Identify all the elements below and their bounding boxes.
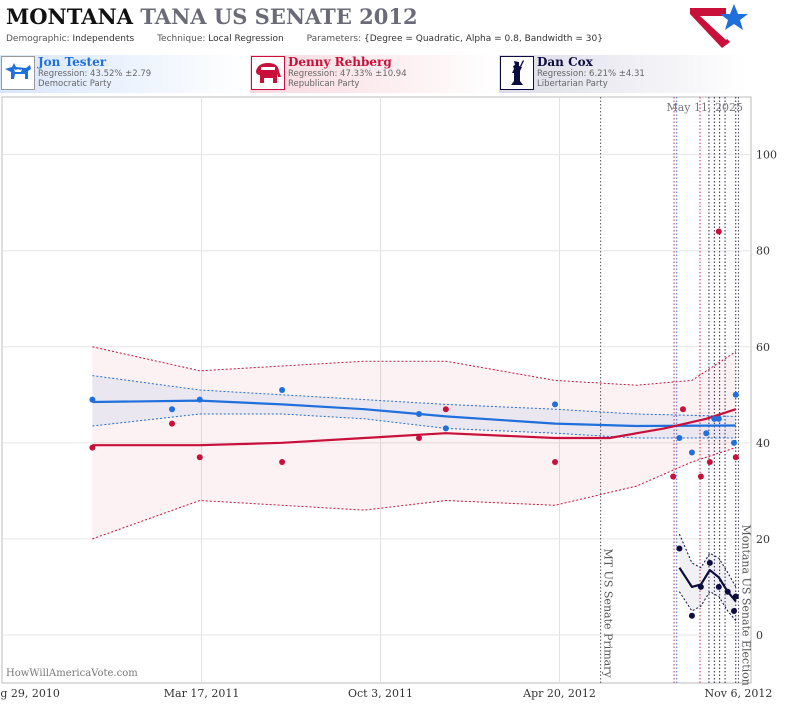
y-tick-label: 100 <box>756 149 777 162</box>
x-tick-label: Apr 20, 2012 <box>522 687 596 700</box>
confidence-upper-line <box>92 346 737 386</box>
watermark-text: HowWillAmericaVote.com <box>6 668 138 679</box>
candidate-name: Dan Cox <box>537 55 593 69</box>
poll-point <box>196 454 203 461</box>
title-race: TANA US SENATE 2012 <box>140 4 418 29</box>
poll-point <box>552 401 559 408</box>
poll-point <box>676 435 683 442</box>
confidence-band <box>679 534 736 621</box>
candidate-party: Libertarian Party <box>537 79 608 89</box>
poll-point <box>706 459 713 466</box>
candidate-regression: Regression: 43.52% ±2.79 <box>38 69 152 79</box>
chart-header: MONTANA TANA US SENATE 2012 <box>6 4 696 29</box>
event-label: MT US Senate Primary <box>602 549 615 679</box>
poll-point <box>89 396 96 403</box>
trend-line <box>92 399 736 428</box>
poll-point <box>416 411 423 418</box>
plot-area <box>1 96 752 684</box>
poll-point <box>730 439 737 446</box>
confidence-lower-line <box>678 591 737 621</box>
poll-point <box>169 420 176 427</box>
poll-point <box>688 612 695 619</box>
poll-point <box>703 430 710 437</box>
page-title: MONTANA TANA US SENATE 2012 <box>6 4 696 29</box>
trend-line <box>92 408 737 447</box>
confidence-band <box>92 346 736 539</box>
elephant-icon <box>251 56 285 90</box>
poll-point <box>89 444 96 451</box>
poll-point <box>670 473 677 480</box>
poll-point <box>732 454 739 461</box>
candidate-card-cox: Dan Cox Regression: 6.21% ±4.31 Libertar… <box>499 55 747 93</box>
poll-point <box>711 415 718 422</box>
star-flag-logo-icon <box>690 4 748 48</box>
event-label: Montana US Senate Election <box>739 524 752 685</box>
poll-point <box>732 391 739 398</box>
candidate-legend: Jon Tester Regression: 43.52% ±2.79 Demo… <box>0 55 789 95</box>
x-tick-label: Nov 6, 2012 <box>704 687 772 700</box>
candidate-card-rehberg: Denny Rehberg Regression: 47.33% ±10.94 … <box>250 55 498 93</box>
poll-point <box>732 593 739 600</box>
confidence-lower-line <box>92 447 736 540</box>
demographic-value: Independents <box>72 34 135 44</box>
poll-point <box>279 387 286 393</box>
poll-point <box>724 588 731 595</box>
chart-parameters: Demographic: Independents Technique: Loc… <box>6 34 623 44</box>
candidate-regression: Regression: 6.21% ±4.31 <box>537 69 645 79</box>
x-tick-label: Aug 29, 2010 <box>0 687 60 700</box>
poll-point <box>676 545 683 552</box>
candidate-party: Republican Party <box>288 79 360 89</box>
poll-point <box>715 583 722 590</box>
poll-point <box>715 228 722 235</box>
parameters-label: Parameters: <box>306 34 362 44</box>
y-tick-label: 0 <box>756 629 763 642</box>
poll-point <box>169 406 176 413</box>
poll-point <box>552 459 559 466</box>
poll-chart: Aug 29, 2010 Mar 17, 2011 Oct 3, 2011 Apr 2… <box>0 96 777 700</box>
candidate-party: Democratic Party <box>38 79 112 89</box>
poll-point <box>715 415 722 422</box>
donkey-icon <box>1 56 35 90</box>
confidence-upper-line <box>92 375 736 417</box>
technique-label: Technique: <box>157 34 206 44</box>
x-tick-label: Mar 17, 2011 <box>164 687 240 700</box>
date-label: May 11, 2025 <box>666 101 743 114</box>
poll-point <box>279 459 286 466</box>
confidence-lower-line <box>92 413 736 439</box>
poll-point <box>697 583 704 590</box>
x-tick-label: Oct 3, 2011 <box>348 687 413 700</box>
parameters-value: {Degree = Quadratic, Alpha = 0.8, Bandwi… <box>364 34 603 44</box>
y-tick-label: 60 <box>756 341 770 354</box>
poll-point <box>697 473 704 480</box>
candidate-card-tester: Jon Tester Regression: 43.52% ±2.79 Demo… <box>0 55 248 93</box>
candidate-name: Denny Rehberg <box>288 55 392 69</box>
poll-point <box>442 406 449 413</box>
candidate-name: Jon Tester <box>38 55 107 69</box>
poll-point <box>706 559 713 566</box>
demographic-label: Demographic: <box>6 34 70 44</box>
title-state: MONTANA <box>6 4 133 29</box>
y-tick-label: 40 <box>756 437 770 450</box>
poll-point <box>442 425 449 432</box>
poll-point <box>196 396 203 403</box>
poll-point <box>679 406 686 413</box>
poll-point <box>730 607 737 614</box>
y-tick-label: 20 <box>756 533 770 546</box>
confidence-upper-line <box>678 533 737 588</box>
technique-value: Local Regression <box>208 34 284 44</box>
candidate-regression: Regression: 47.33% ±10.94 <box>288 69 407 79</box>
y-tick-label: 80 <box>756 245 770 258</box>
poll-point <box>688 449 695 456</box>
liberty-icon <box>500 56 534 90</box>
confidence-band <box>92 375 736 438</box>
poll-point <box>416 435 423 442</box>
